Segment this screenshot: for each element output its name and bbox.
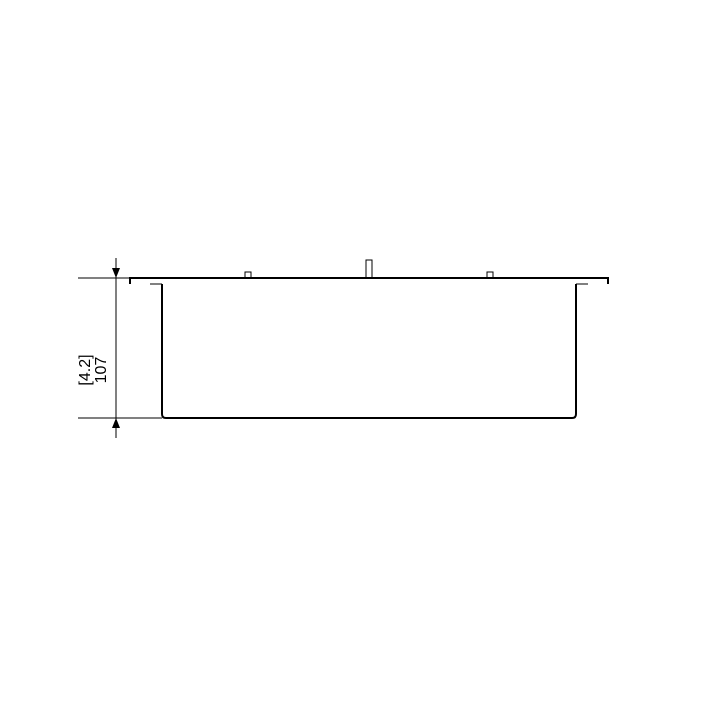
dim-arrow-top [112,268,120,278]
center-stud [366,260,372,278]
flange-top [130,278,608,284]
housing-box [162,284,576,418]
dim-value-in: [4.2] [77,354,94,385]
technical-drawing: 107[4.2] [0,0,720,720]
dim-arrow-bottom [112,418,120,428]
dim-value-mm: 107 [93,357,110,384]
